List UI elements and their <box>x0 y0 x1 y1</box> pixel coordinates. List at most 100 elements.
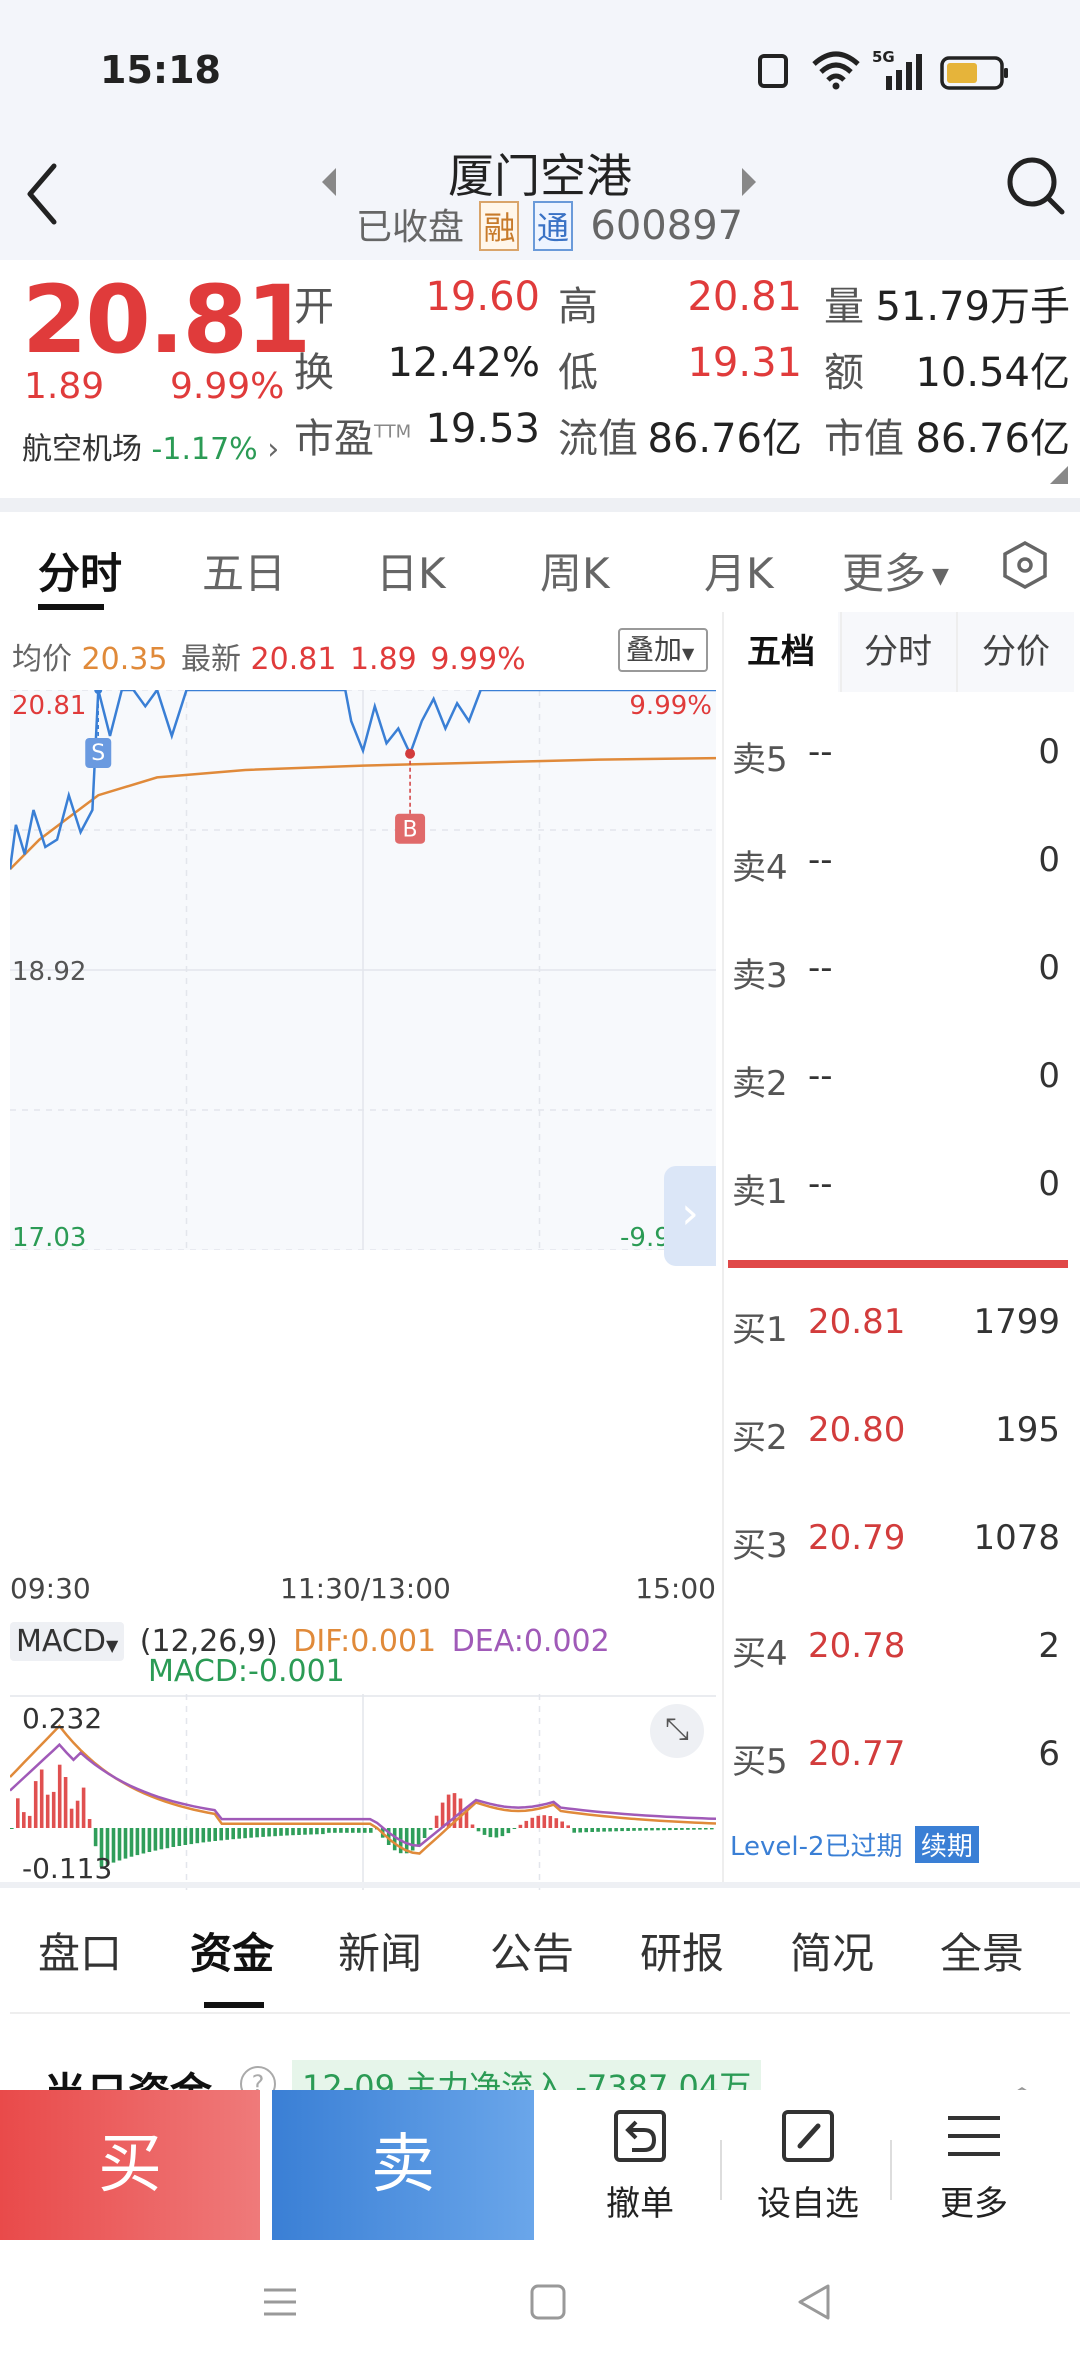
macd-bar <box>512 1828 517 1829</box>
section-divider <box>0 498 1080 512</box>
home-nav-icon[interactable] <box>528 2282 568 2322</box>
macd-bar <box>704 1828 708 1830</box>
pe-value: 19.53 <box>425 406 540 452</box>
macd-selector-label: MACD <box>16 1624 106 1659</box>
avg-value: 20.35 <box>81 642 168 677</box>
amount-label: 额 <box>824 350 864 396</box>
macd-bar <box>303 1828 307 1835</box>
tab-weekly-k[interactable]: 周K <box>540 549 610 598</box>
tab-news[interactable]: 新闻 <box>338 1929 423 1978</box>
action-bar: 买 卖 撤单 设自选 更多 <box>0 2090 1080 2240</box>
float-cap-value: 86.76亿 <box>647 416 802 462</box>
help-icon[interactable]: ? <box>240 2066 276 2090</box>
tab-overview[interactable]: 全景 <box>940 1929 1025 1978</box>
bid-ask-divider <box>728 1260 1068 1268</box>
overlay-button[interactable]: 叠加▼ <box>618 628 708 672</box>
sell-button[interactable]: 卖 <box>272 2090 534 2240</box>
ask-price: -- <box>808 948 833 988</box>
ask-row[interactable]: 卖1 -- 0 <box>724 1164 1074 1224</box>
settings-hexagon-icon[interactable] <box>1000 540 1050 590</box>
more-button[interactable]: 更多 <box>904 2106 1044 2236</box>
prev-stock-icon[interactable] <box>318 164 340 200</box>
expand-chart-button[interactable]: › <box>664 1166 716 1266</box>
bid-row[interactable]: 买1 20.81 1799 <box>724 1302 1074 1362</box>
bid-row[interactable]: 买4 20.78 2 <box>724 1626 1074 1686</box>
sell-marker[interactable] <box>85 738 112 768</box>
sector-name: 航空机场 <box>22 432 142 467</box>
macd-bar <box>416 1828 421 1846</box>
badge-rong: 融 <box>479 201 520 251</box>
fullscreen-icon[interactable]: ⤡ <box>650 1704 704 1758</box>
macd-selector[interactable]: MACD▼ <box>10 1622 125 1661</box>
macd-bar <box>357 1828 361 1833</box>
macd-y-bottom: -0.113 <box>22 1852 113 1885</box>
back-nav-icon[interactable] <box>794 2282 834 2322</box>
ask-price: -- <box>808 840 833 880</box>
tab-orderbook[interactable]: 盘口 <box>38 1929 123 1978</box>
macd-bar <box>51 1791 56 1828</box>
tab-five-day[interactable]: 五日 <box>202 549 287 598</box>
macd-dif: DIF:0.001 <box>293 1624 437 1659</box>
renew-button[interactable]: 续期 <box>914 1826 979 1863</box>
pe-label-text: 市盈 <box>294 416 374 462</box>
ob-tab-ticks[interactable]: 分时 <box>840 612 954 692</box>
macd-bar <box>518 1824 523 1828</box>
tab-intraday[interactable]: 分时 <box>38 549 123 598</box>
macd-bar <box>237 1828 241 1839</box>
ask-row[interactable]: 卖4 -- 0 <box>724 840 1074 900</box>
macd-bar <box>297 1828 301 1835</box>
macd-bar <box>111 1828 116 1863</box>
macd-bar <box>560 1821 564 1828</box>
macd-bar <box>680 1828 684 1830</box>
macd-header: MACD▼ (12,26,9) DIF:0.001 DEA:0.002 <box>10 1622 610 1661</box>
bid-row[interactable]: 买5 20.77 6 <box>724 1734 1074 1794</box>
ob-tab-five-level[interactable]: 五档 <box>724 612 838 692</box>
tab-profile[interactable]: 简况 <box>790 1929 875 1978</box>
tab-more[interactable]: 更多 ▼ <box>842 540 949 601</box>
back-icon[interactable] <box>22 160 62 230</box>
ask-row[interactable]: 卖3 -- 0 <box>724 948 1074 1008</box>
ask-row[interactable]: 卖5 -- 0 <box>724 732 1074 792</box>
active-tab-indicator <box>204 2002 264 2008</box>
bid-row[interactable]: 买2 20.80 195 <box>724 1410 1074 1470</box>
tab-monthly-k[interactable]: 月K <box>704 549 774 598</box>
macd-bar <box>315 1828 319 1835</box>
x-tick-close: 15:00 <box>635 1572 716 1605</box>
collapse-icon[interactable]: ︿ <box>1006 2066 1039 2090</box>
macd-params: (12,26,9) <box>139 1624 278 1659</box>
y-tick-top: 20.81 <box>12 691 86 721</box>
macd-grid <box>10 1694 716 1894</box>
macd-bar <box>626 1828 630 1831</box>
turnover-label: 换 <box>294 350 334 396</box>
search-icon[interactable] <box>1004 154 1068 218</box>
stock-name: 厦门空港 <box>448 149 632 203</box>
add-watchlist-button[interactable]: 设自选 <box>734 2106 882 2236</box>
bid-row[interactable]: 买3 20.79 1078 <box>724 1518 1074 1578</box>
tab-daily-k[interactable]: 日K <box>376 549 446 598</box>
price-change-pct: 9.99% <box>170 366 285 407</box>
expand-corner-icon[interactable] <box>1050 466 1068 484</box>
ask-row[interactable]: 卖2 -- 0 <box>724 1056 1074 1116</box>
macd-bar <box>69 1808 74 1828</box>
macd-bar <box>638 1828 642 1831</box>
edit-icon <box>782 2110 834 2162</box>
sector-link[interactable]: 航空机场 -1.17% › <box>22 424 279 468</box>
caret-down-icon: ▼ <box>932 564 949 589</box>
x-axis-labels: 09:30 11:30/13:00 15:00 <box>10 1572 716 1612</box>
ob-tab-price-dist[interactable]: 分价 <box>956 612 1074 692</box>
tab-capital[interactable]: 资金 <box>190 1929 275 1978</box>
macd-bar <box>165 1828 170 1849</box>
tab-research[interactable]: 研报 <box>640 1929 725 1978</box>
macd-bar <box>249 1828 253 1838</box>
tab-announcements[interactable]: 公告 <box>490 1929 575 1978</box>
last-price: 20.81 <box>22 266 311 375</box>
buy-marker[interactable] <box>395 813 426 844</box>
menu-nav-icon[interactable] <box>260 2282 300 2322</box>
macd-chart <box>10 1694 716 1894</box>
cancel-order-button[interactable]: 撤单 <box>570 2106 710 2236</box>
pe-label: 市盈TTM <box>294 406 411 464</box>
buy-button[interactable]: 买 <box>0 2090 260 2240</box>
next-stock-icon[interactable] <box>738 164 760 200</box>
macd-bar <box>392 1828 397 1851</box>
